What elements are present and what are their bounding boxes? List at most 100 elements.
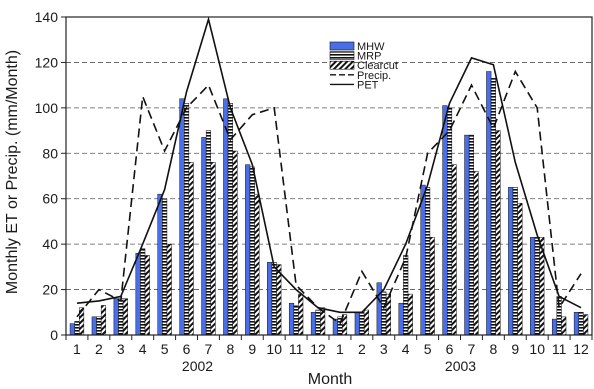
y-axis-label: Monthly ET or Precip. (mm/Month) — [4, 50, 21, 294]
y-tick-label: 120 — [35, 54, 59, 70]
x-tick-label: 4 — [139, 341, 147, 357]
year-label: 2002 — [182, 358, 213, 374]
bar-mrp — [534, 237, 540, 336]
x-tick-label: 9 — [248, 341, 256, 357]
x-ticks: 1 2 3 4 5 6 7 8 9 10 11 12 1 2 3 4 5 6 7 8 9 10 11 12 — [65, 335, 593, 357]
bar-mrp — [293, 305, 299, 336]
x-tick-label: 6 — [183, 341, 191, 357]
bar-mrp — [425, 187, 431, 336]
bar-clearcut — [166, 243, 172, 336]
bar-mrp — [403, 255, 409, 336]
bar-mhw — [376, 282, 382, 336]
bar-clearcut — [473, 171, 479, 336]
bar-mrp — [315, 309, 321, 336]
bar-mhw — [486, 71, 492, 336]
y-tick-label: 100 — [35, 100, 59, 116]
x-tick-label: 1 — [336, 341, 344, 357]
bar-mrp — [468, 134, 475, 336]
bar-clearcut — [385, 293, 391, 336]
bar-mhw — [530, 237, 536, 336]
series-lines — [76, 16, 582, 325]
bar-clearcut — [561, 316, 567, 336]
legend-swatch — [329, 51, 355, 60]
x-tick-label: 12 — [573, 341, 589, 357]
legend-label: Precip. — [357, 70, 391, 82]
bar-mrp — [490, 78, 496, 336]
bar-mhw — [398, 302, 404, 336]
x-tick-label: 3 — [117, 341, 125, 357]
bar-clearcut — [232, 150, 238, 336]
line-pet — [76, 16, 582, 314]
x-tick-label: 8 — [226, 341, 234, 357]
y-tick-label: 80 — [42, 145, 58, 161]
x-tick-label: 3 — [380, 341, 388, 357]
bar-mrp — [446, 107, 453, 336]
x-tick-label: 11 — [289, 341, 304, 357]
bar-mhw — [332, 318, 338, 336]
bar-clearcut — [188, 162, 194, 336]
bar-mrp — [140, 248, 146, 336]
bar-mrp — [359, 312, 365, 336]
x-tick-label: 11 — [552, 341, 567, 357]
plot-frame — [65, 16, 593, 336]
x-tick-label: 8 — [489, 341, 497, 357]
bar-clearcut — [298, 293, 304, 336]
bar-mhw — [157, 193, 163, 336]
legend-swatch — [329, 60, 355, 70]
bar-mhw — [113, 298, 119, 336]
legend-label: MRP — [357, 51, 381, 63]
x-tick-label: 5 — [161, 341, 169, 357]
bar-clearcut — [429, 237, 435, 336]
bar-mhw — [551, 318, 558, 336]
bar-mrp — [162, 198, 168, 336]
bar-mhw — [508, 187, 514, 336]
y-tick-label: 60 — [42, 191, 58, 207]
bar-mhw — [420, 184, 426, 336]
y-ticks: 0 20 40 60 80 100 120 140 — [35, 9, 66, 343]
bar-clearcut — [144, 255, 150, 336]
x-tick-label: 2 — [358, 341, 366, 357]
bar-mhw — [464, 134, 470, 336]
bar-mrp — [183, 103, 190, 336]
x-axis-label: Month — [308, 371, 352, 388]
bar-clearcut — [517, 203, 523, 336]
bar-clearcut — [276, 264, 282, 336]
bar-mhw — [573, 312, 579, 336]
legend-swatch — [329, 41, 355, 51]
x-tick-label: 12 — [310, 341, 326, 357]
bar-mrp — [271, 262, 277, 336]
y-tick-label: 140 — [35, 9, 59, 25]
bar-mhw — [201, 137, 207, 336]
bar-mhw — [69, 323, 75, 336]
year-label: 2003 — [445, 358, 476, 374]
x-tick-label: 5 — [424, 341, 432, 357]
x-tick-label: 10 — [266, 341, 282, 357]
x-tick-label: 6 — [446, 341, 454, 357]
x-tick-label: 7 — [468, 341, 476, 357]
bar-mhw — [91, 316, 97, 336]
bar-mhw — [354, 312, 360, 336]
bar-mrp — [381, 291, 387, 336]
bar-clearcut — [407, 293, 413, 336]
bar-clearcut — [254, 193, 260, 336]
x-tick-label: 2 — [95, 341, 103, 357]
bar-mrp — [74, 321, 80, 336]
legend-label: MHW — [357, 41, 385, 53]
bar-mhw — [135, 252, 141, 336]
legend-label: Clearcut — [357, 60, 398, 72]
bar-clearcut — [451, 164, 457, 336]
bar-clearcut — [210, 162, 216, 336]
x-tick-label: 1 — [73, 341, 81, 357]
y-tick-label: 0 — [50, 327, 58, 343]
bar-mrp — [249, 166, 255, 336]
bar-clearcut — [495, 130, 501, 336]
bar-clearcut — [122, 298, 128, 336]
y-tick-label: 40 — [42, 236, 58, 252]
bar-mrp — [512, 187, 518, 336]
bar-clearcut — [583, 314, 589, 336]
line-precip — [76, 69, 582, 325]
bar-mrp — [205, 130, 212, 336]
bar-mhw — [442, 105, 448, 336]
bar-clearcut — [100, 305, 107, 336]
